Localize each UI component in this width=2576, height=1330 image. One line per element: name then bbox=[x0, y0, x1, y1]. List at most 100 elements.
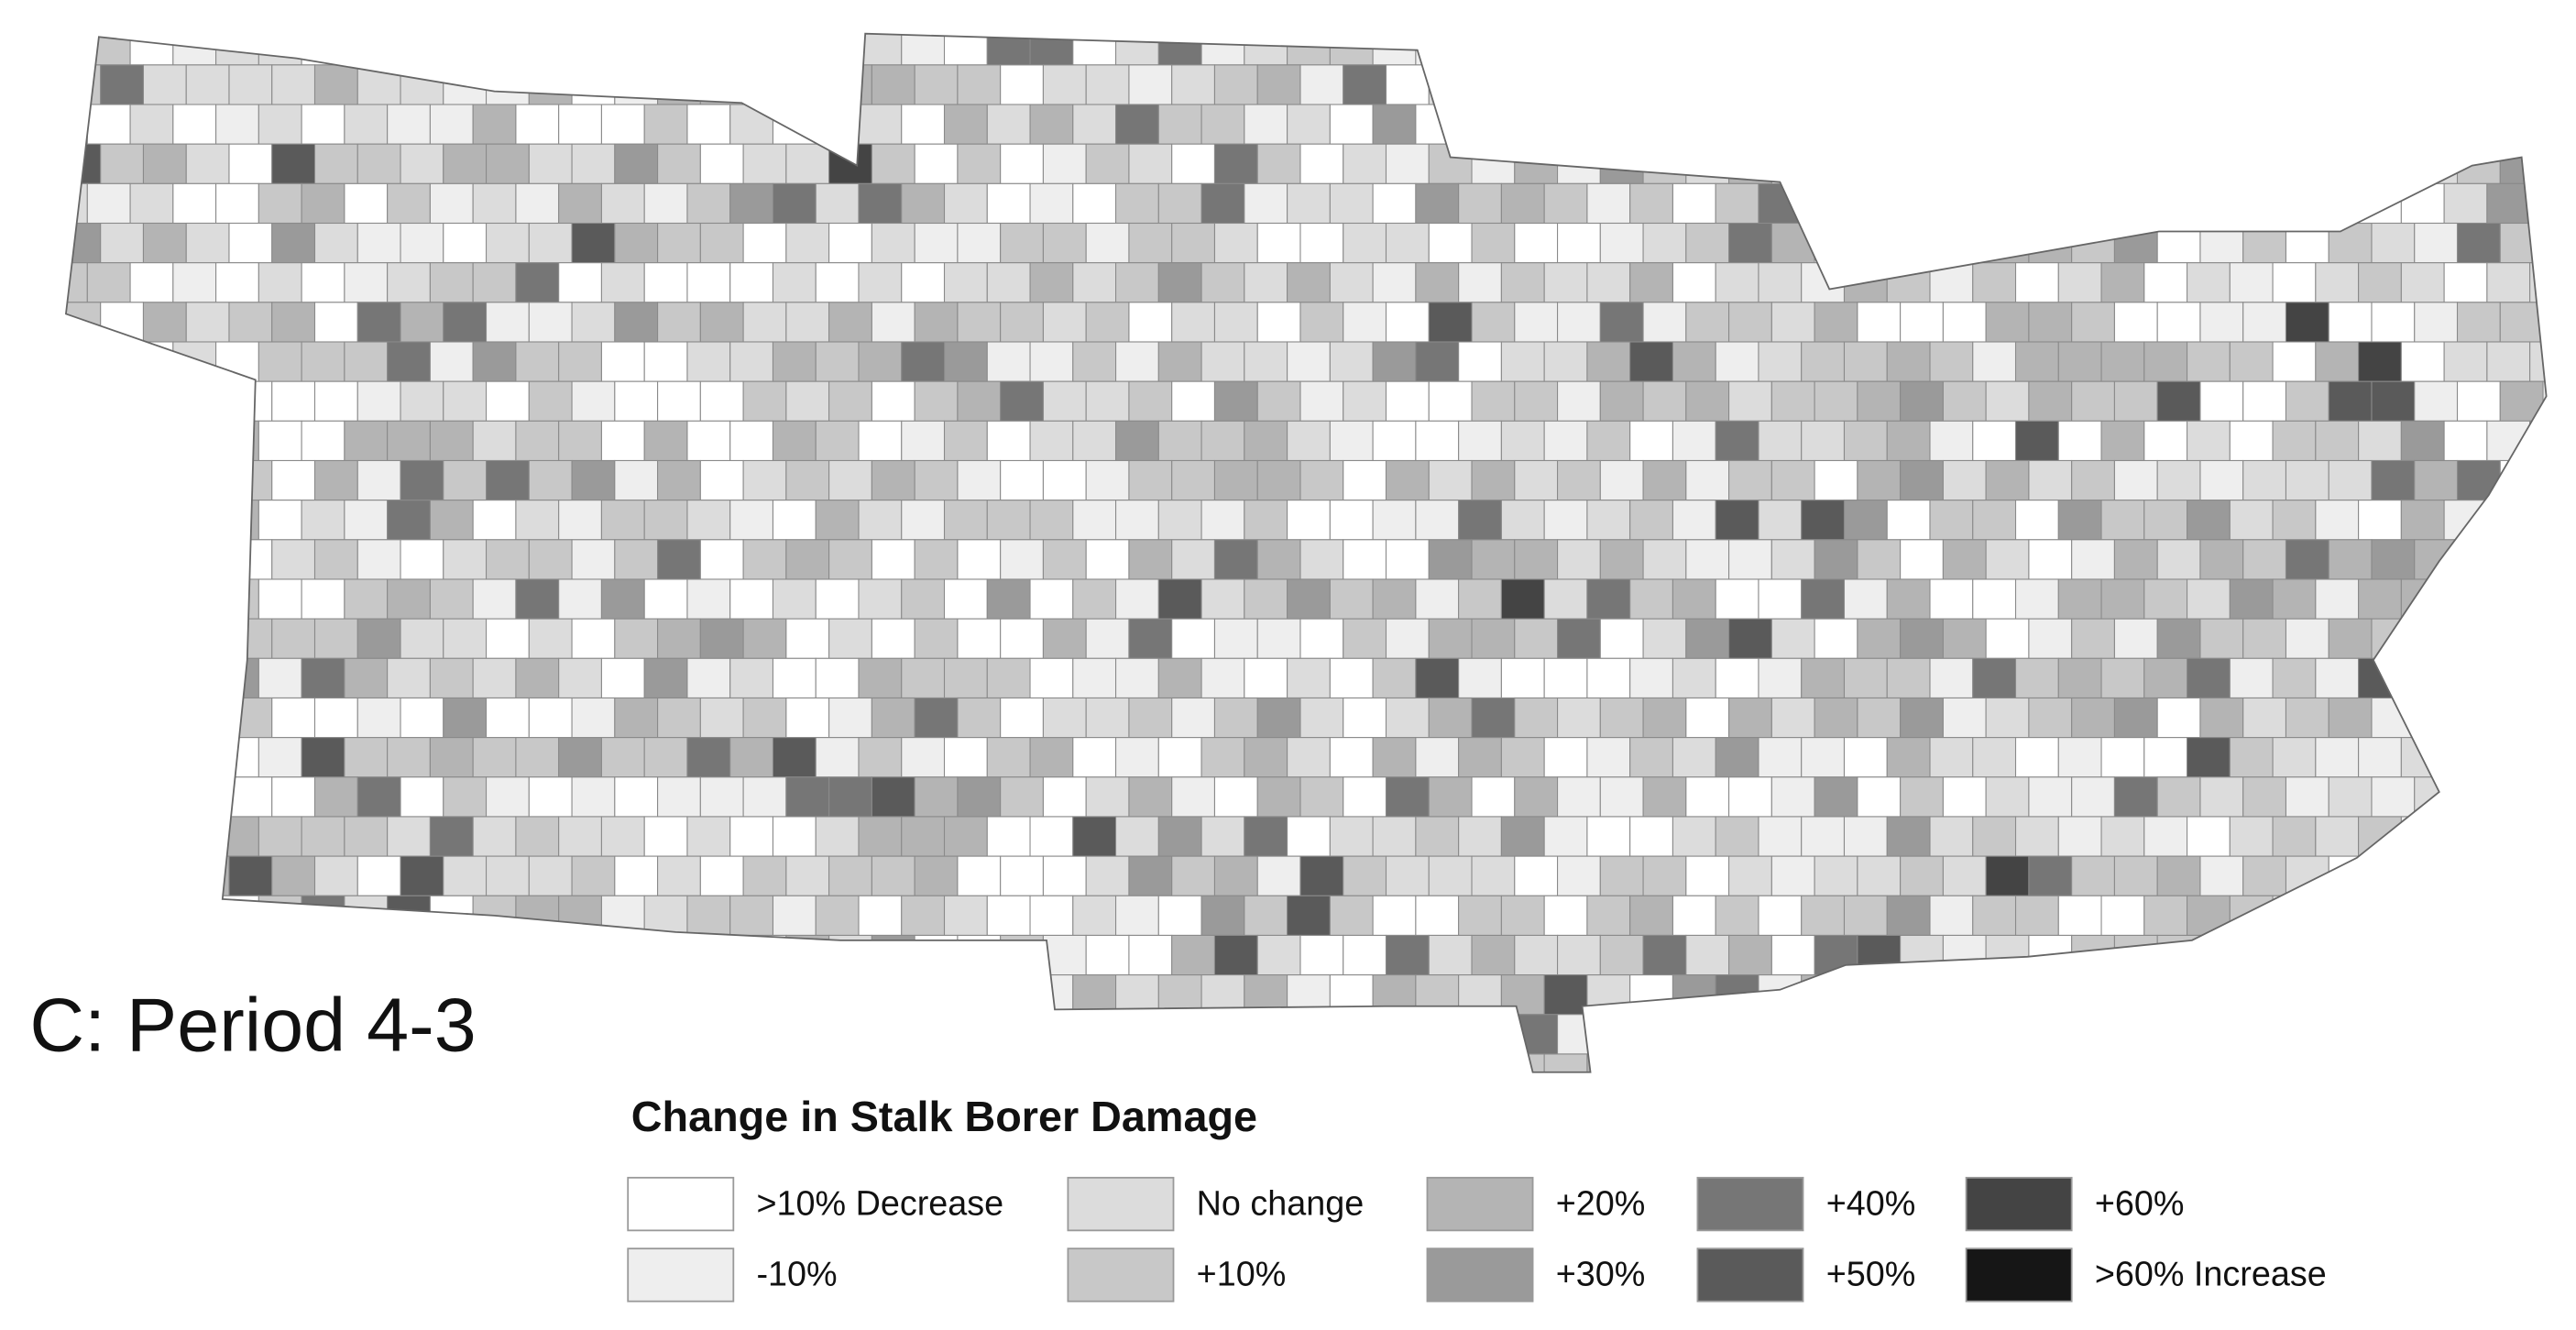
county bbox=[772, 33, 817, 66]
county bbox=[1715, 182, 1759, 225]
county bbox=[914, 222, 959, 264]
county bbox=[1557, 539, 1601, 580]
county bbox=[2315, 1053, 2360, 1072]
county bbox=[1471, 143, 1516, 184]
county bbox=[2272, 104, 2317, 145]
county bbox=[1758, 104, 1803, 145]
county bbox=[2199, 1014, 2244, 1055]
county bbox=[1801, 104, 1846, 145]
county bbox=[2199, 222, 2244, 264]
county bbox=[1770, 697, 1815, 739]
county bbox=[1985, 776, 2030, 818]
county bbox=[1072, 1053, 1117, 1072]
county bbox=[2499, 934, 2544, 976]
county bbox=[1770, 618, 1815, 659]
county bbox=[2187, 816, 2231, 857]
county bbox=[1029, 500, 1074, 541]
county bbox=[1157, 657, 1202, 699]
county bbox=[957, 64, 1002, 105]
county bbox=[957, 618, 1002, 659]
county bbox=[1629, 657, 1673, 699]
county bbox=[65, 341, 88, 382]
county bbox=[2156, 143, 2201, 184]
county bbox=[1244, 974, 1288, 1016]
county bbox=[2486, 262, 2531, 303]
county bbox=[1586, 816, 1631, 857]
county bbox=[1685, 64, 1730, 105]
county bbox=[2371, 64, 2416, 105]
county bbox=[686, 420, 731, 462]
county bbox=[2358, 974, 2402, 1016]
county bbox=[1042, 697, 1087, 739]
county bbox=[1599, 618, 1644, 659]
county bbox=[1244, 500, 1288, 541]
county bbox=[515, 895, 560, 936]
county bbox=[2285, 143, 2329, 184]
county bbox=[2443, 578, 2488, 620]
county bbox=[486, 618, 530, 659]
county bbox=[957, 776, 1002, 818]
panel-label: C: Period 4-3 bbox=[29, 983, 476, 1068]
county bbox=[1213, 539, 1258, 580]
county bbox=[65, 459, 102, 501]
county bbox=[1843, 500, 1888, 541]
county bbox=[1299, 618, 1344, 659]
county bbox=[943, 420, 988, 462]
county bbox=[1557, 380, 1601, 422]
county bbox=[1458, 33, 1502, 66]
county bbox=[1299, 222, 1344, 264]
county bbox=[429, 737, 474, 778]
county bbox=[443, 934, 488, 976]
county bbox=[1000, 459, 1044, 501]
county bbox=[614, 222, 659, 264]
county bbox=[1085, 855, 1130, 896]
county bbox=[1886, 33, 1931, 66]
county bbox=[600, 578, 645, 620]
county bbox=[858, 895, 903, 936]
county bbox=[100, 855, 145, 896]
county bbox=[1728, 618, 1772, 659]
county bbox=[1514, 459, 1559, 501]
county bbox=[313, 934, 358, 976]
county bbox=[429, 895, 474, 936]
county bbox=[1200, 657, 1245, 699]
county bbox=[1128, 618, 1173, 659]
county bbox=[2400, 104, 2445, 145]
county bbox=[1629, 578, 1673, 620]
county bbox=[1929, 816, 1974, 857]
county bbox=[558, 895, 602, 936]
county bbox=[1972, 182, 2017, 225]
county bbox=[1642, 1014, 1687, 1055]
county bbox=[1115, 578, 1159, 620]
county bbox=[2057, 182, 2102, 225]
county bbox=[129, 420, 174, 462]
county bbox=[1458, 182, 1502, 225]
county bbox=[1157, 816, 1202, 857]
county bbox=[1287, 104, 1331, 145]
county bbox=[914, 776, 959, 818]
county bbox=[2143, 816, 2188, 857]
county bbox=[443, 64, 488, 105]
county bbox=[772, 578, 817, 620]
county bbox=[1372, 895, 1417, 936]
county bbox=[772, 500, 817, 541]
county bbox=[742, 302, 787, 343]
county bbox=[686, 816, 731, 857]
county bbox=[228, 934, 273, 976]
county bbox=[142, 302, 187, 343]
county bbox=[2028, 776, 2073, 818]
county bbox=[1543, 104, 1588, 145]
county bbox=[2315, 895, 2360, 936]
county bbox=[472, 33, 517, 66]
county bbox=[528, 222, 573, 264]
county bbox=[129, 33, 174, 66]
county bbox=[2328, 302, 2373, 343]
county bbox=[1171, 64, 1216, 105]
county bbox=[1299, 143, 1344, 184]
county bbox=[486, 697, 530, 739]
county bbox=[2143, 104, 2188, 145]
county bbox=[2371, 459, 2416, 501]
county bbox=[1000, 143, 1044, 184]
county bbox=[1128, 143, 1173, 184]
county bbox=[1942, 855, 1987, 896]
